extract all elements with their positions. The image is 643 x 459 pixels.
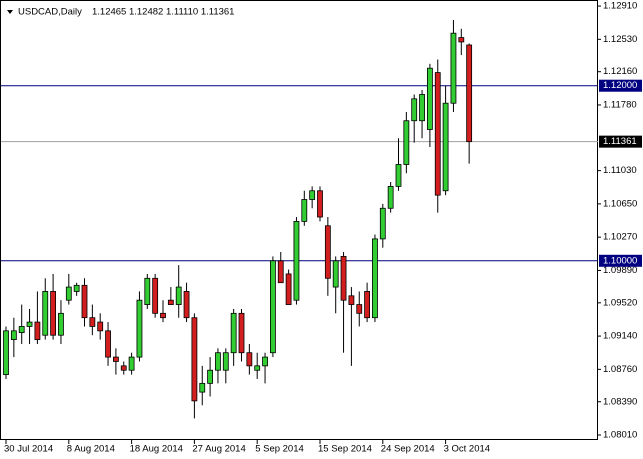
candle-body	[144, 277, 151, 305]
candle-body	[120, 365, 127, 371]
candle-body	[293, 221, 300, 301]
candle-body	[277, 260, 284, 284]
candle-body	[136, 299, 143, 358]
candle-body	[58, 312, 64, 336]
candle-body	[387, 185, 394, 209]
candle-body	[364, 291, 371, 319]
candle-body	[50, 291, 56, 336]
candle-body	[379, 207, 386, 240]
candle-body	[411, 98, 418, 122]
y-tick-label: 1.12530	[603, 34, 637, 45]
quote: 1.12465 1.12482 1.11110 1.11361	[92, 7, 234, 18]
candle-body	[285, 273, 292, 305]
x-tick-label: 3 Oct 2014	[444, 444, 490, 455]
candle-body	[317, 190, 323, 218]
y-tick-label: 1.10270	[603, 232, 637, 243]
candle-body	[65, 286, 72, 301]
y-tick-label: 1.09140	[603, 331, 637, 342]
level-tag	[599, 254, 642, 267]
candle-body	[403, 120, 410, 165]
candle-body	[238, 312, 245, 354]
candle-body	[348, 295, 355, 305]
candle-body	[199, 382, 206, 393]
candle-body	[340, 256, 347, 301]
candle-body	[324, 225, 331, 279]
candle-body	[262, 356, 268, 367]
plot-frame	[0, 0, 598, 440]
candle-body	[207, 369, 214, 384]
x-tick-label: 8 Aug 2014	[67, 444, 115, 455]
y-tick-label: 1.09520	[603, 297, 637, 308]
y-tick-label: 1.09890	[603, 265, 637, 276]
candle-body	[167, 299, 174, 305]
level-label: 1.10000	[603, 255, 637, 266]
candle-body	[301, 199, 308, 222]
chart-title: USDCAD,Daily	[18, 7, 82, 18]
x-tick-label: 30 Jul 2014	[4, 444, 53, 455]
candle-body	[269, 260, 276, 354]
current-price-tag	[599, 135, 642, 148]
candle-body	[26, 321, 33, 327]
candle-body	[434, 72, 441, 196]
candle-body	[309, 190, 316, 200]
candle-body	[426, 67, 433, 130]
candle-body	[160, 312, 166, 319]
y-tick-label: 1.08010	[603, 430, 637, 441]
y-tick-label: 1.08760	[603, 364, 637, 375]
candle-body	[450, 32, 457, 104]
y-tick-label: 1.12910	[603, 1, 637, 12]
current-price-label: 1.11361	[603, 136, 637, 147]
x-tick-label: 18 Aug 2014	[130, 444, 183, 455]
candle-body	[128, 356, 135, 371]
candle-body	[89, 317, 96, 327]
candle-body	[113, 356, 119, 362]
x-tick-label: 5 Sep 2014	[255, 444, 304, 455]
candle-body	[18, 326, 25, 333]
candle-body	[246, 352, 253, 367]
candle-body	[458, 37, 465, 43]
candle-body	[3, 330, 9, 376]
candle-body	[152, 277, 159, 314]
y-tick-label: 1.11780	[603, 99, 637, 110]
candle-body	[105, 330, 111, 358]
candle-body	[215, 352, 221, 371]
candle-body	[34, 321, 41, 340]
candle-body	[419, 94, 425, 122]
candle-body	[97, 321, 104, 332]
candle-body	[175, 286, 182, 305]
level-tag	[599, 79, 642, 92]
menu-arrow	[7, 10, 13, 14]
candle-body	[222, 352, 229, 371]
level-label: 1.12000	[603, 80, 637, 91]
y-tick-label: 1.11030	[603, 165, 637, 176]
candle-body	[183, 291, 190, 319]
candle-body	[230, 312, 237, 354]
candle-body	[73, 284, 80, 292]
candle-body	[254, 365, 261, 371]
candle-body	[10, 330, 17, 340]
candle-body	[372, 238, 378, 319]
candle-body	[81, 284, 88, 319]
x-tick-label: 15 Sep 2014	[318, 444, 372, 455]
candle-body	[42, 291, 49, 336]
candle-body	[442, 102, 449, 192]
candle-body	[332, 260, 339, 288]
y-tick-label: 1.10650	[603, 198, 637, 209]
candle-body	[191, 317, 198, 402]
candle-body	[395, 164, 402, 187]
candle-body	[356, 304, 363, 314]
x-tick-label: 24 Sep 2014	[381, 444, 435, 455]
candle-body	[466, 44, 473, 143]
y-tick-label: 1.08390	[603, 396, 637, 407]
x-tick-label: 27 Aug 2014	[192, 444, 245, 455]
y-tick-label: 1.12160	[603, 66, 637, 77]
